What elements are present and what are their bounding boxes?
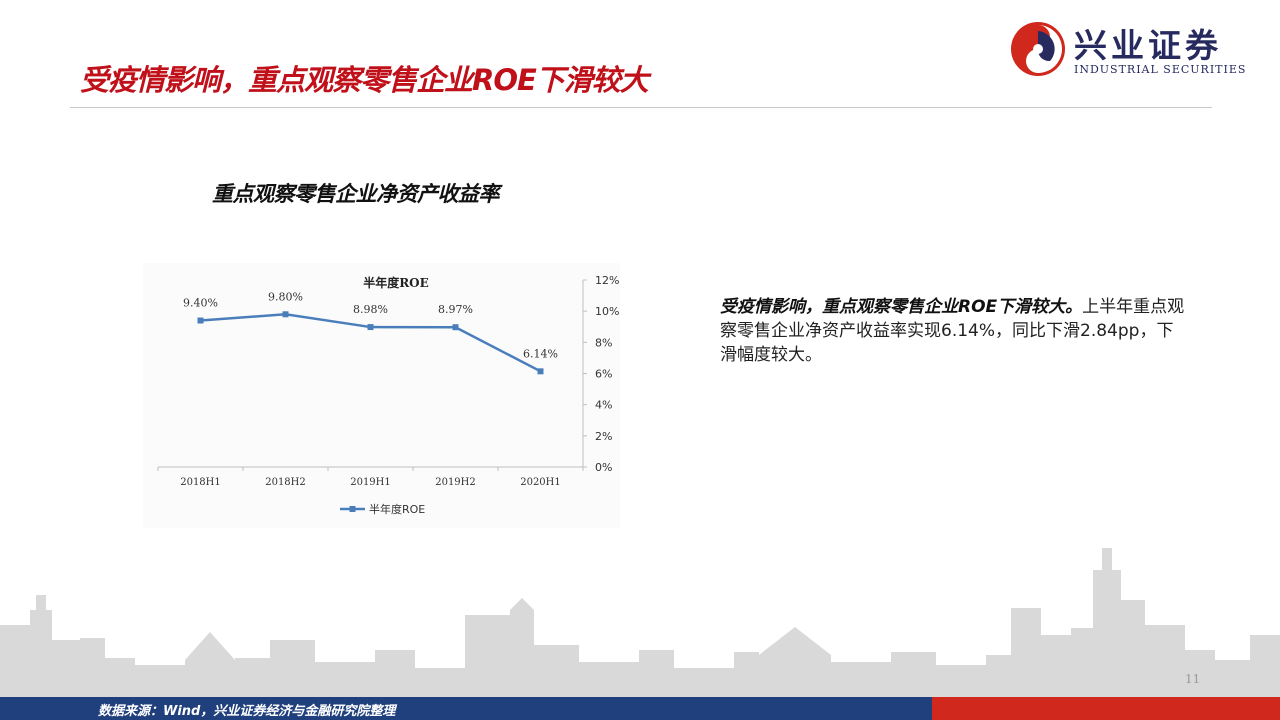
footer-bar <box>0 697 932 720</box>
data-label: 8.97% <box>438 303 473 316</box>
data-point <box>197 317 204 324</box>
footer-accent <box>932 697 1280 720</box>
chart-heading: 重点观察零售企业净资产收益率 <box>212 182 500 206</box>
data-label: 6.14% <box>523 347 558 360</box>
x-tick-label: 2018H2 <box>265 477 306 488</box>
y-tick-label: 4% <box>595 399 612 412</box>
legend-marker <box>349 506 356 512</box>
data-label: 9.80% <box>268 290 303 303</box>
chart-title: 半年度ROE <box>363 275 429 290</box>
data-point <box>452 324 459 331</box>
commentary-lead: 受疫情影响，重点观察零售企业ROE下滑较大。 <box>720 297 1083 317</box>
data-point <box>537 368 544 375</box>
logo-mark-icon <box>1011 22 1065 76</box>
data-label: 9.40% <box>183 297 218 310</box>
x-tick-label: 2019H2 <box>435 477 476 488</box>
y-tick-label: 2% <box>595 430 612 443</box>
footer-source: 数据来源：Wind，兴业证券经济与金融研究院整理 <box>98 704 396 719</box>
legend-label: 半年度ROE <box>369 502 425 516</box>
company-logo: 兴业证券 INDUSTRIAL SECURITIES <box>1010 19 1260 79</box>
slide-title: 受疫情影响，重点观察零售企业ROE下滑较大 <box>80 63 649 97</box>
y-tick-label: 8% <box>595 336 612 349</box>
x-tick-label: 2020H1 <box>520 477 561 488</box>
city-skyline-decoration <box>0 548 1280 700</box>
y-tick-label: 12% <box>595 274 619 287</box>
commentary: 受疫情影响，重点观察零售企业ROE下滑较大。上半年重点观察零售企业净资产收益率实… <box>720 295 1190 367</box>
x-tick-label: 2019H1 <box>350 477 391 488</box>
data-point <box>367 324 374 331</box>
title-divider <box>70 107 1212 108</box>
x-tick-label: 2018H1 <box>180 477 221 488</box>
y-tick-label: 0% <box>595 461 612 474</box>
roe-line-chart: 半年度ROE 0% 2% 4% 6% 8% 10% 12% 2018H1 2018H2 2019H1… <box>157 274 619 516</box>
logo-name-en: INDUSTRIAL SECURITIES <box>1074 63 1247 76</box>
y-tick-label: 10% <box>595 305 619 318</box>
y-tick-label: 6% <box>595 368 612 381</box>
commentary-body: 上半年重点观察零售企业净资产收益率实现6.14%，同比下滑2.84pp，下滑幅度… <box>720 297 1185 365</box>
logo-name-cn: 兴业证券 <box>1074 26 1222 65</box>
page-number: 11 <box>1185 672 1201 686</box>
chart-panel: 半年度ROE 0% 2% 4% 6% 8% 10% 12% 2018H1 2018H2 2019H1… <box>143 263 620 528</box>
series-line-roe <box>200 313 542 373</box>
data-point <box>282 311 289 318</box>
data-label: 8.98% <box>353 303 388 316</box>
